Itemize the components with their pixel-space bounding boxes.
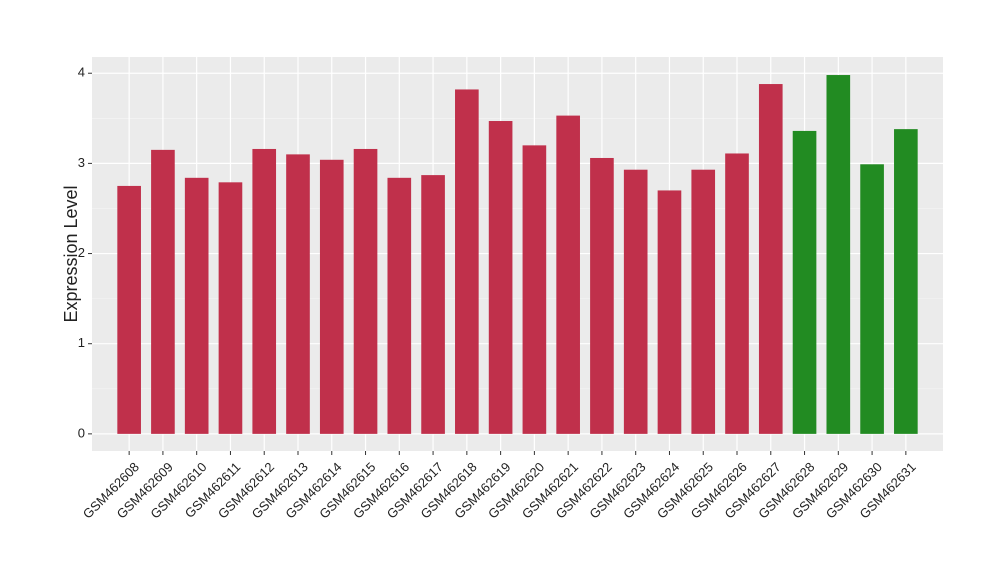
bar — [151, 149, 175, 434]
bar — [218, 182, 243, 434]
bar — [623, 169, 648, 434]
bar — [319, 159, 344, 434]
y-tick-label: 4 — [78, 65, 85, 80]
y-tick-label: 1 — [78, 335, 85, 350]
y-axis-title: Expression Level — [61, 185, 81, 322]
bar — [590, 157, 614, 434]
bar — [657, 190, 682, 434]
bar — [792, 130, 817, 434]
bar — [488, 121, 513, 434]
bar — [286, 154, 310, 434]
bar — [421, 175, 445, 434]
bar — [826, 75, 851, 434]
bar — [252, 148, 277, 434]
y-tick-label: 2 — [78, 245, 85, 260]
bar — [556, 115, 580, 434]
bar — [860, 164, 884, 434]
y-tick-label: 3 — [78, 155, 85, 170]
bar — [758, 84, 783, 434]
y-tick-label: 0 — [78, 425, 85, 440]
bar — [522, 145, 547, 434]
bar — [894, 129, 918, 434]
bar — [387, 177, 412, 434]
bar — [691, 169, 716, 434]
bar — [725, 153, 749, 434]
bar — [117, 185, 141, 434]
bar — [184, 177, 209, 434]
bar — [455, 89, 479, 434]
bar — [353, 148, 378, 434]
